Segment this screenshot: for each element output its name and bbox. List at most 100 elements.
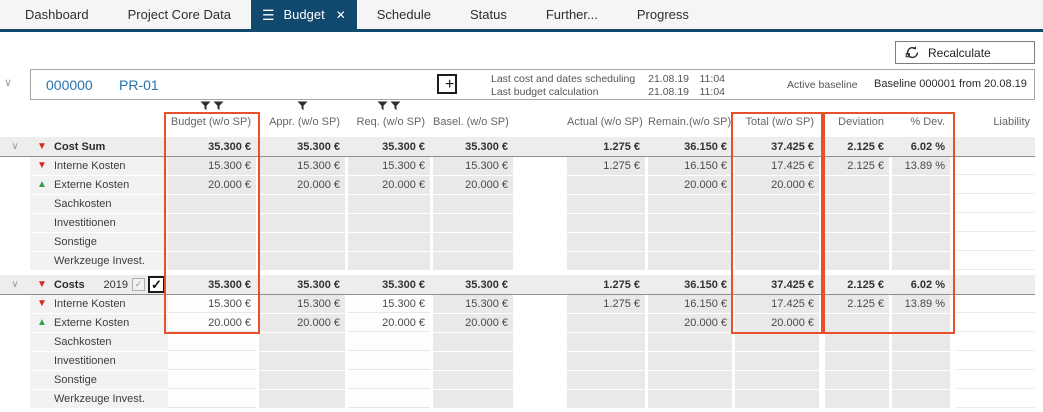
column-header-budget[interactable]: Budget (w/o SP) [170, 116, 251, 128]
tab-label: Status [469, 7, 507, 22]
chevron-slot [0, 390, 30, 408]
cell-budget[interactable] [168, 352, 256, 370]
cell-budget [168, 195, 256, 213]
tab-dashboard[interactable]: Dashboard [6, 0, 108, 29]
project-number: 000000 [46, 77, 93, 93]
cell-liability [956, 157, 1035, 175]
status-triangle-down-icon: ▼ [37, 140, 47, 152]
cell-appr [259, 371, 345, 389]
cell-basel [433, 390, 513, 408]
cell-budget[interactable] [168, 333, 256, 351]
tab-project-core-data[interactable]: Project Core Data [109, 0, 250, 29]
recalculate-button[interactable]: Recalculate [895, 41, 1035, 64]
cell-req[interactable]: 15.300 € [348, 295, 430, 313]
last-budget-calc-time: 11:04 [699, 85, 726, 98]
tab-status[interactable]: Status [451, 0, 526, 29]
cell-req [348, 233, 430, 251]
cell-appr [259, 252, 345, 270]
column-header-remain[interactable]: Remain.(w/o SP) [648, 116, 732, 128]
row-label-cell: Sonstige [0, 233, 168, 251]
cell-total [735, 352, 819, 370]
cell-budget[interactable] [168, 371, 256, 389]
cell-deviation: 2.125 € [825, 295, 889, 313]
filter-funnel-icon[interactable] [377, 98, 388, 116]
cell-liability [956, 333, 1035, 351]
filter-slot-req[interactable] [348, 98, 430, 116]
cell-appr [259, 195, 345, 213]
cell-deviation [825, 352, 889, 370]
table-row: Werkzeuge Invest. [0, 252, 1035, 270]
row-label: Interne Kosten [54, 298, 126, 310]
cell-appr [259, 233, 345, 251]
row-label-bar: ▲ Externe Kosten [30, 176, 168, 194]
cell-req[interactable] [348, 371, 430, 389]
cell-budget[interactable]: 15.300 € [168, 295, 256, 313]
chevron-slot [0, 252, 30, 270]
filter-slot-budget[interactable] [168, 98, 256, 116]
row-label-bar: Sachkosten [30, 333, 168, 351]
cell-pdev [892, 390, 950, 408]
column-header-actual[interactable]: Actual (w/o SP) [567, 116, 643, 128]
tab-progress[interactable]: Progress [618, 0, 708, 29]
cell-deviation: 2.125 € [847, 140, 884, 153]
tab-label: Dashboard [25, 7, 89, 22]
tab-schedule[interactable]: Schedule [358, 0, 450, 29]
cell-pdev [892, 352, 950, 370]
cell-budget[interactable] [168, 390, 256, 408]
cell-basel: 35.300 € [465, 140, 508, 153]
cell-budget[interactable]: 20.000 € [168, 314, 256, 332]
cell-appr [259, 214, 345, 232]
cell-remain: 36.150 € [684, 140, 727, 153]
column-header-appr[interactable]: Appr. (w/o SP) [269, 116, 340, 128]
cell-actual [567, 390, 645, 408]
cell-total: 17.425 € [735, 157, 819, 175]
chevron-slot [0, 176, 30, 194]
row-label-bar: Werkzeuge Invest. [30, 390, 168, 408]
tab-menu-icon[interactable]: ☰ [261, 6, 275, 23]
row-label: Sachkosten [54, 198, 112, 210]
column-header-deviation[interactable]: Deviation [838, 116, 884, 128]
filter-funnel-icon[interactable] [200, 98, 211, 116]
cell-basel: 20.000 € [433, 314, 513, 332]
cell-appr [259, 352, 345, 370]
cell-req[interactable] [348, 333, 430, 351]
budget-table: Budget (w/o SP) Appr. (w/o SP) Req. (w/o S… [0, 101, 1035, 409]
chevron-slot [0, 314, 30, 332]
column-header-basel[interactable]: Basel. (w/o SP) [433, 116, 509, 128]
chevron-slot [0, 333, 30, 351]
cell-basel [433, 195, 513, 213]
filter-slot-appr[interactable] [259, 98, 345, 116]
column-header-total[interactable]: Total (w/o SP) [745, 116, 814, 128]
tab-budget[interactable]: ☰ Budget ✕ [250, 0, 357, 29]
cell-pdev [892, 195, 950, 213]
column-header-pdev[interactable]: % Dev. [910, 116, 945, 128]
row-expand-chevron-icon[interactable]: ∨ [11, 141, 19, 152]
cell-req[interactable]: 20.000 € [348, 314, 430, 332]
filter-funnel-icon[interactable] [390, 98, 401, 116]
cell-pdev [892, 333, 950, 351]
cell-deviation [825, 314, 889, 332]
chevron-slot [0, 295, 30, 313]
row-label-bar: Sachkosten [30, 195, 168, 213]
add-button[interactable]: + [437, 74, 457, 94]
cell-req[interactable] [348, 352, 430, 370]
cell-budget [168, 214, 256, 232]
row-label: Interne Kosten [54, 160, 126, 172]
row-label-cell: Investitionen [0, 352, 168, 370]
status-triangle-down-icon: ▼ [37, 278, 47, 290]
tab-further[interactable]: Further... [527, 0, 617, 29]
project-expand-chevron-icon[interactable]: ∨ [4, 77, 13, 89]
cell-remain [648, 390, 732, 408]
cell-req[interactable] [348, 390, 430, 408]
cell-pdev [892, 371, 950, 389]
filter-funnel-icon[interactable] [213, 98, 224, 116]
column-header-liability[interactable]: Liability [993, 116, 1030, 128]
filter-funnel-icon[interactable] [297, 98, 308, 116]
row-expand-chevron-icon[interactable]: ∨ [11, 279, 19, 290]
cell-deviation [825, 390, 889, 408]
column-header-req[interactable]: Req. (w/o SP) [356, 116, 425, 128]
cell-appr: 35.300 € [297, 278, 340, 291]
chevron-slot [0, 352, 30, 370]
tab-close-icon[interactable]: ✕ [335, 7, 346, 22]
year-checkbox[interactable]: ✓ [148, 276, 165, 293]
